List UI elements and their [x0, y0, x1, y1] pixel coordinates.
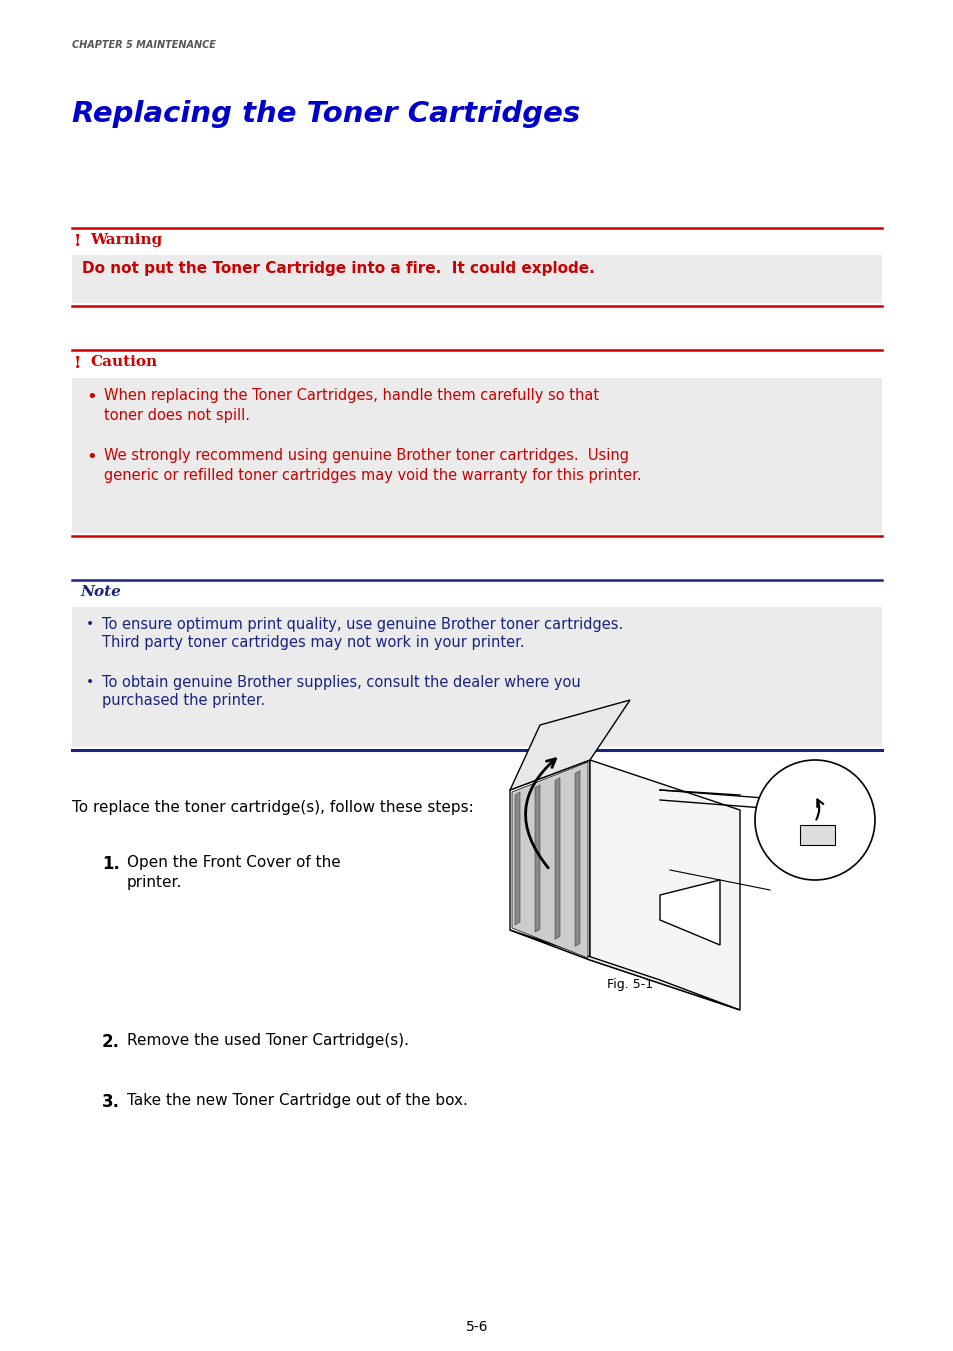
Polygon shape: [510, 761, 589, 961]
Text: Note: Note: [80, 585, 121, 598]
Text: •: •: [86, 676, 94, 689]
Text: 1.: 1.: [102, 855, 120, 873]
Polygon shape: [800, 825, 834, 844]
Text: Caution: Caution: [90, 355, 157, 369]
Text: Third party toner cartridges may not work in your printer.: Third party toner cartridges may not wor…: [102, 635, 524, 650]
Text: Do not put the Toner Cartridge into a fire.  It could explode.: Do not put the Toner Cartridge into a fi…: [82, 261, 594, 276]
Text: To obtain genuine Brother supplies, consult the dealer where you: To obtain genuine Brother supplies, cons…: [102, 676, 580, 690]
Text: 5-6: 5-6: [465, 1320, 488, 1333]
Text: 3.: 3.: [102, 1093, 120, 1111]
Text: •: •: [86, 449, 96, 466]
Polygon shape: [512, 762, 587, 958]
Text: purchased the printer.: purchased the printer.: [102, 693, 265, 708]
Text: toner does not spill.: toner does not spill.: [104, 408, 250, 423]
FancyArrowPatch shape: [816, 800, 822, 820]
Polygon shape: [659, 880, 720, 944]
Text: When replacing the Toner Cartridges, handle them carefully so that: When replacing the Toner Cartridges, han…: [104, 388, 598, 403]
Text: We strongly recommend using genuine Brother toner cartridges.  Using: We strongly recommend using genuine Brot…: [104, 449, 628, 463]
Text: CHAPTER 5 MAINTENANCE: CHAPTER 5 MAINTENANCE: [71, 41, 215, 50]
Text: Warning: Warning: [90, 232, 162, 247]
Polygon shape: [510, 929, 740, 1011]
Text: •: •: [86, 617, 94, 631]
Text: Remove the used Toner Cartridge(s).: Remove the used Toner Cartridge(s).: [127, 1034, 409, 1048]
Text: Replacing the Toner Cartridges: Replacing the Toner Cartridges: [71, 100, 579, 128]
Polygon shape: [535, 785, 539, 932]
Text: 2.: 2.: [102, 1034, 120, 1051]
FancyBboxPatch shape: [71, 607, 882, 747]
Text: Take the new Toner Cartridge out of the box.: Take the new Toner Cartridge out of the …: [127, 1093, 467, 1108]
Polygon shape: [555, 778, 559, 939]
FancyArrowPatch shape: [525, 759, 555, 867]
Polygon shape: [575, 770, 579, 947]
Text: printer.: printer.: [127, 875, 182, 890]
Text: Open the Front Cover of the: Open the Front Cover of the: [127, 855, 340, 870]
Polygon shape: [510, 700, 629, 790]
Text: To ensure optimum print quality, use genuine Brother toner cartridges.: To ensure optimum print quality, use gen…: [102, 617, 622, 632]
Polygon shape: [589, 761, 740, 1011]
Text: To replace the toner cartridge(s), follow these steps:: To replace the toner cartridge(s), follo…: [71, 800, 474, 815]
Polygon shape: [515, 792, 519, 925]
Circle shape: [754, 761, 874, 880]
Text: !: !: [74, 232, 81, 250]
Text: generic or refilled toner cartridges may void the warranty for this printer.: generic or refilled toner cartridges may…: [104, 467, 641, 484]
Text: !: !: [74, 355, 81, 372]
Text: •: •: [86, 388, 96, 407]
FancyBboxPatch shape: [71, 255, 882, 303]
Text: Fig. 5-1: Fig. 5-1: [606, 978, 653, 992]
FancyBboxPatch shape: [71, 378, 882, 534]
